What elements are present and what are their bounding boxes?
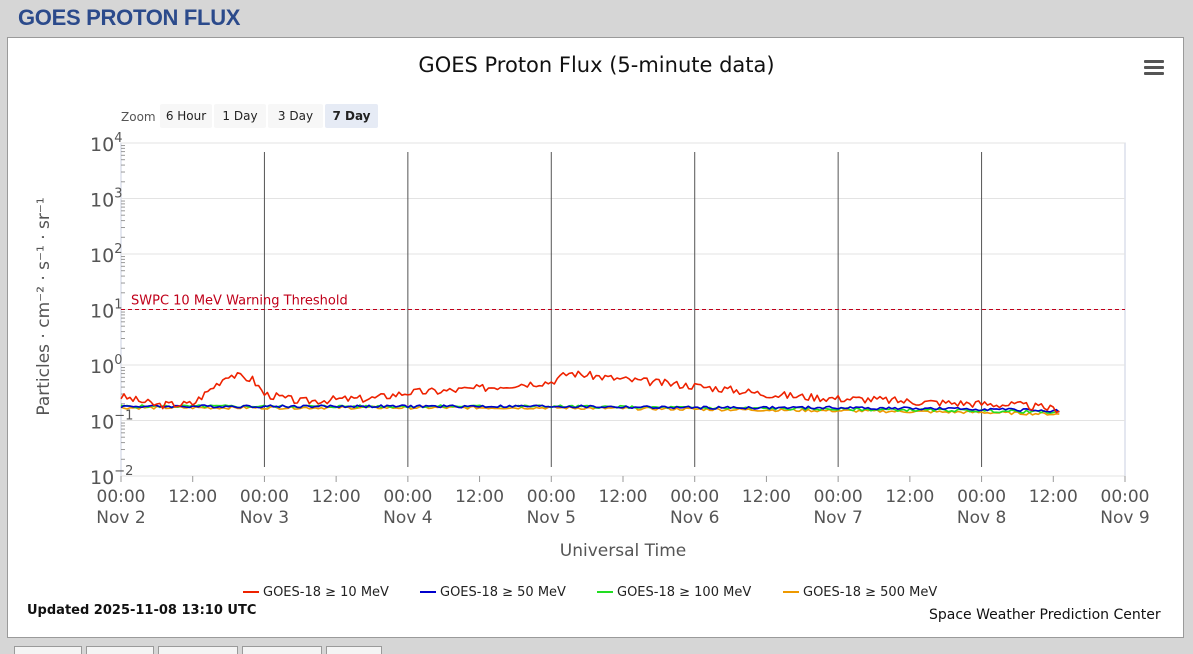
credit-text: Space Weather Prediction Center <box>929 607 1161 623</box>
zoom-7-day-button[interactable]: 7 Day <box>325 104 378 128</box>
y-tick-label: 10−2 <box>90 464 133 489</box>
y-tick-label: 101 <box>90 298 122 323</box>
x-tick-label: 12:00 <box>885 487 934 507</box>
x-tick-label: 12:00 <box>1029 487 1078 507</box>
legend-item-100mev[interactable]: GOES-18 ≥ 100 MeV <box>597 585 751 600</box>
x-tick-date-label: Nov 7 <box>813 508 862 528</box>
tab-stub[interactable] <box>158 646 238 654</box>
x-tick-label: 00:00 <box>670 487 719 507</box>
legend-swatch <box>783 590 799 593</box>
zoom-1-day-button[interactable]: 1 Day <box>214 104 266 128</box>
bottom-strip <box>0 640 1193 651</box>
x-tick-label: 12:00 <box>455 487 504 507</box>
x-axis-title: Universal Time <box>560 541 686 561</box>
x-tick-label: 00:00 <box>383 487 432 507</box>
y-axis-title: Particles · cm⁻² · s⁻¹ · sr⁻¹ <box>34 197 54 415</box>
zoom-3-day-button[interactable]: 3 Day <box>268 104 323 128</box>
zoom-6-hour-button[interactable]: 6 Hour <box>160 104 212 128</box>
menu-icon[interactable] <box>1144 60 1164 78</box>
legend-item-10mev[interactable]: GOES-18 ≥ 10 MeV <box>243 585 389 600</box>
legend-swatch <box>420 590 436 593</box>
legend-swatch <box>597 590 613 593</box>
x-tick-label: 12:00 <box>312 487 361 507</box>
tab-stub[interactable] <box>326 646 382 654</box>
page-title: GOES PROTON FLUX <box>18 5 241 30</box>
x-tick-label: 00:00 <box>97 487 146 507</box>
zoom-label: Zoom <box>121 110 156 124</box>
y-tick-label: 104 <box>90 131 122 156</box>
x-tick-date-label: Nov 3 <box>240 508 289 528</box>
x-tick-label: 00:00 <box>957 487 1006 507</box>
tab-stub[interactable] <box>242 646 322 654</box>
x-tick-label: 12:00 <box>168 487 217 507</box>
series-line-0 <box>120 370 1060 414</box>
legend-item-50mev[interactable]: GOES-18 ≥ 50 MeV <box>420 585 566 600</box>
threshold-label: SWPC 10 MeV Warning Threshold <box>131 294 348 309</box>
x-tick-date-label: Nov 6 <box>670 508 719 528</box>
x-tick-label: 12:00 <box>599 487 648 507</box>
y-tick-label: 100 <box>90 353 122 378</box>
tab-stub[interactable] <box>14 646 82 654</box>
x-tick-date-label: Nov 4 <box>383 508 432 528</box>
x-tick-label: 12:00 <box>742 487 791 507</box>
chart-title: GOES Proton Flux (5-minute data) <box>418 53 775 77</box>
x-tick-label: 00:00 <box>527 487 576 507</box>
x-tick-label: 00:00 <box>1101 487 1150 507</box>
y-tick-label: 10−1 <box>90 409 133 434</box>
y-tick-label: 102 <box>90 242 122 267</box>
x-tick-date-label: Nov 9 <box>1100 508 1149 528</box>
x-tick-label: 00:00 <box>240 487 289 507</box>
x-tick-date-label: Nov 5 <box>527 508 576 528</box>
x-tick-date-label: Nov 8 <box>957 508 1006 528</box>
updated-timestamp: Updated 2025-11-08 13:10 UTC <box>27 603 257 618</box>
x-tick-label: 00:00 <box>814 487 863 507</box>
tab-stub[interactable] <box>86 646 154 654</box>
legend-swatch <box>243 590 259 593</box>
x-tick-date-label: Nov 2 <box>96 508 145 528</box>
series-line-1 <box>120 404 1060 413</box>
y-tick-label: 103 <box>90 187 122 212</box>
legend-item-500mev[interactable]: GOES-18 ≥ 500 MeV <box>783 585 937 600</box>
